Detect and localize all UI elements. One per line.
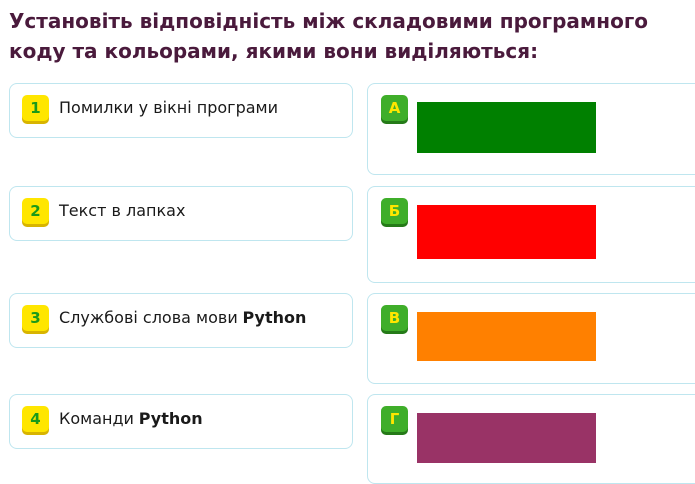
item-text: Текст в лапках xyxy=(59,201,186,220)
color-swatch xyxy=(417,413,596,463)
item-label: Текст в лапках xyxy=(59,201,185,220)
item-strong: Python xyxy=(242,308,307,327)
item-text: Службові слова мови xyxy=(59,308,238,327)
item-number: 4 xyxy=(22,406,49,432)
match-item[interactable]: 4 Команди Python xyxy=(9,394,353,449)
match-item[interactable]: 1 Помилки у вікні програми xyxy=(9,83,353,138)
item-text: Команди xyxy=(59,409,134,428)
option-letter: Б xyxy=(381,198,408,224)
item-label: Службові слова мови Python xyxy=(59,308,306,327)
option-letter: А xyxy=(381,95,408,121)
option-letter: Г xyxy=(381,406,408,432)
option-letter: В xyxy=(381,305,408,331)
item-strong: Python xyxy=(138,409,203,428)
color-swatch xyxy=(417,102,596,153)
match-option[interactable]: Г xyxy=(367,394,695,484)
match-option[interactable]: А xyxy=(367,83,695,175)
match-item[interactable]: 3 Службові слова мови Python xyxy=(9,293,353,348)
item-label: Команди Python xyxy=(59,409,203,428)
page: {"title": "Установіть відповідність між … xyxy=(9,9,695,484)
match-option[interactable]: В xyxy=(367,293,695,384)
item-number: 3 xyxy=(22,305,49,331)
match-option[interactable]: Б xyxy=(367,186,695,283)
color-swatch xyxy=(417,205,596,259)
item-number: 1 xyxy=(22,95,49,121)
question-title: Установіть відповідність між складовими … xyxy=(9,9,649,63)
match-item[interactable]: 2 Текст в лапках xyxy=(9,186,353,241)
color-swatch xyxy=(417,312,596,361)
item-number: 2 xyxy=(22,198,49,224)
item-label: Помилки у вікні програми xyxy=(59,98,278,117)
item-text: Помилки у вікні програми xyxy=(59,98,278,117)
